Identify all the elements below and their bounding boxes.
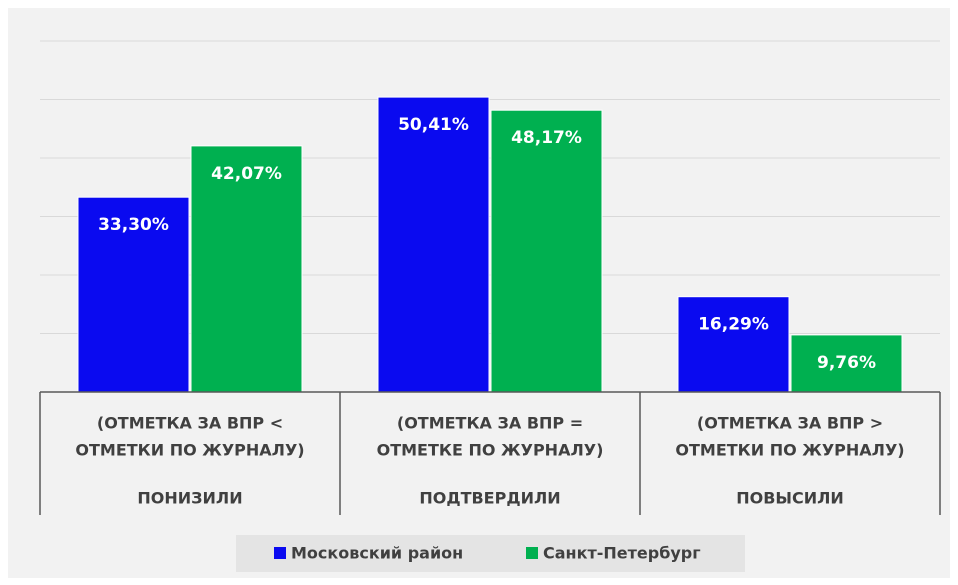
- x-tick-label: ПОНИЗИЛИ: [137, 489, 242, 508]
- legend-swatch: [526, 547, 538, 559]
- legend-label: Московский район: [291, 544, 463, 563]
- bar: [77, 196, 190, 393]
- data-label: 48,17%: [511, 128, 582, 148]
- bar: [677, 296, 790, 393]
- x-tick-detail: (ОТМЕТКА ЗА ВПР >: [697, 414, 883, 433]
- data-label: 16,29%: [698, 315, 769, 335]
- x-tick-detail: ОТМЕТКИ ПО ЖУРНАЛУ): [675, 441, 904, 460]
- bar: [190, 145, 303, 393]
- data-label: 9,76%: [817, 353, 876, 373]
- data-label: 50,41%: [398, 115, 469, 135]
- x-tick-label: ПОДТВЕРДИЛИ: [419, 489, 560, 508]
- x-tick-detail: ОТМЕТКЕ ПО ЖУРНАЛУ): [377, 441, 604, 460]
- legend-label: Санкт-Петербург: [543, 544, 701, 563]
- data-label: 33,30%: [98, 215, 169, 235]
- legend-swatch: [274, 547, 286, 559]
- bar: [490, 109, 603, 393]
- x-tick-detail: ОТМЕТКИ ПО ЖУРНАЛУ): [75, 441, 304, 460]
- legend-box: [236, 535, 745, 572]
- x-tick-label: ПОВЫСИЛИ: [736, 489, 844, 508]
- bar: [377, 96, 490, 393]
- data-label: 42,07%: [211, 164, 282, 184]
- x-tick-detail: (ОТМЕТКА ЗА ВПР <: [97, 414, 283, 433]
- x-tick-detail: (ОТМЕТКА ЗА ВПР =: [397, 414, 583, 433]
